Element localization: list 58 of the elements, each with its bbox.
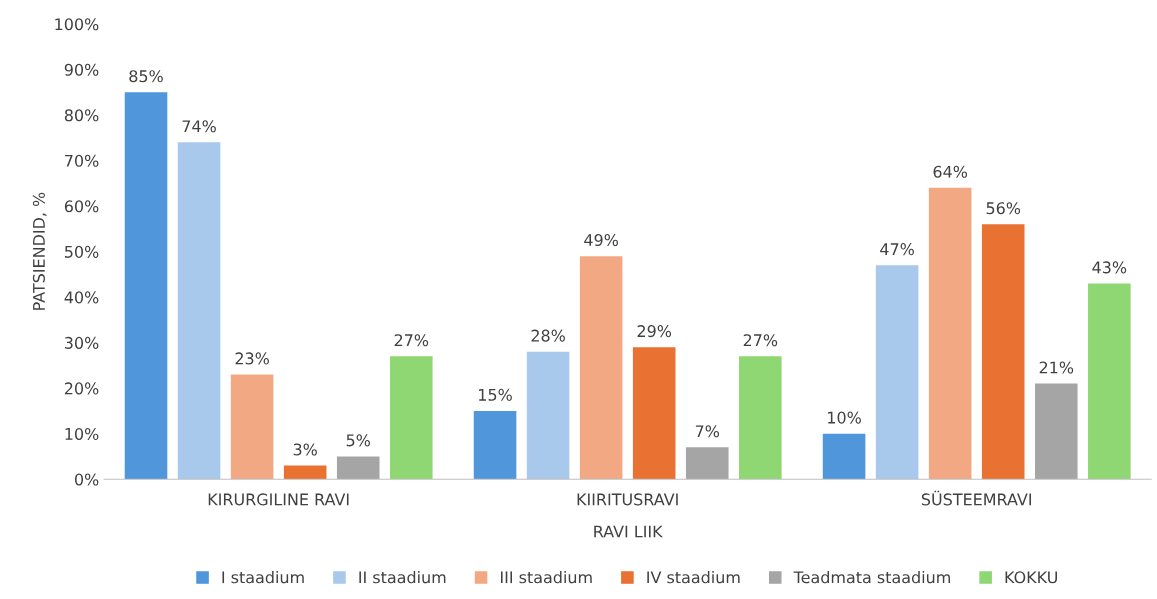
y-tick-label: 20% bbox=[64, 382, 99, 395]
bar bbox=[928, 187, 972, 480]
data-label: 85% bbox=[129, 70, 163, 83]
data-label: 10% bbox=[828, 411, 861, 424]
bar bbox=[283, 465, 327, 480]
bar bbox=[230, 374, 274, 480]
data-label: 21% bbox=[1039, 361, 1074, 374]
y-tick-label: 40% bbox=[64, 291, 99, 304]
data-label: 27% bbox=[743, 334, 778, 347]
data-label: 27% bbox=[394, 334, 429, 347]
y-tick-label: 30% bbox=[64, 336, 99, 349]
data-label: 64% bbox=[933, 165, 968, 178]
bar bbox=[473, 410, 517, 480]
bar bbox=[822, 433, 866, 480]
y-tick-label: 100% bbox=[55, 18, 99, 31]
data-label: 23% bbox=[235, 352, 269, 365]
data-label: 5% bbox=[346, 434, 371, 447]
data-label: 74% bbox=[182, 120, 216, 133]
x-tick-label: KIRURGILINE RAVI bbox=[208, 493, 349, 506]
data-label: 3% bbox=[293, 443, 317, 456]
legend-label: IV staadium bbox=[647, 570, 740, 584]
bar bbox=[579, 256, 623, 480]
bar bbox=[177, 142, 221, 480]
bar bbox=[389, 356, 433, 480]
bar bbox=[875, 265, 919, 480]
bar bbox=[632, 347, 676, 480]
legend-label: III staadium bbox=[501, 570, 592, 584]
bar bbox=[685, 447, 729, 480]
y-tick-label: 60% bbox=[64, 200, 99, 213]
bar bbox=[1034, 383, 1078, 480]
bar bbox=[526, 351, 570, 480]
bar bbox=[124, 92, 168, 480]
bar bbox=[739, 356, 782, 480]
y-tick-label: 10% bbox=[65, 427, 99, 440]
y-tick-label: 80% bbox=[64, 109, 99, 122]
bar bbox=[981, 224, 1025, 480]
data-label: 43% bbox=[1092, 261, 1127, 274]
data-label: 7% bbox=[695, 425, 720, 438]
data-label: 28% bbox=[531, 329, 565, 342]
legend-label: Teadmata staadium bbox=[793, 570, 950, 584]
x-tick-label: SÜSTEEMRAVI bbox=[921, 490, 1031, 506]
bar bbox=[336, 456, 380, 480]
x-axis-title: RAVI LIIK bbox=[594, 525, 663, 538]
y-tick-label: 90% bbox=[64, 63, 99, 76]
legend-label: II staadium bbox=[359, 570, 446, 584]
bar bbox=[1088, 283, 1131, 480]
y-tick-label: 70% bbox=[65, 154, 99, 167]
data-label: 49% bbox=[584, 234, 619, 247]
legend-label: I staadium bbox=[222, 570, 304, 584]
x-tick-label: KIIRITUSRAVI bbox=[577, 493, 678, 506]
y-tick-label: 50% bbox=[65, 245, 99, 258]
data-label: 47% bbox=[880, 243, 914, 256]
y-tick-label: 0% bbox=[74, 473, 99, 486]
y-axis-title: PATSIENDID, % bbox=[32, 192, 47, 310]
data-label: 29% bbox=[637, 325, 672, 338]
legend-label: KOKKU bbox=[1005, 571, 1058, 584]
data-label: 15% bbox=[479, 388, 512, 401]
data-label: 56% bbox=[986, 202, 1021, 215]
